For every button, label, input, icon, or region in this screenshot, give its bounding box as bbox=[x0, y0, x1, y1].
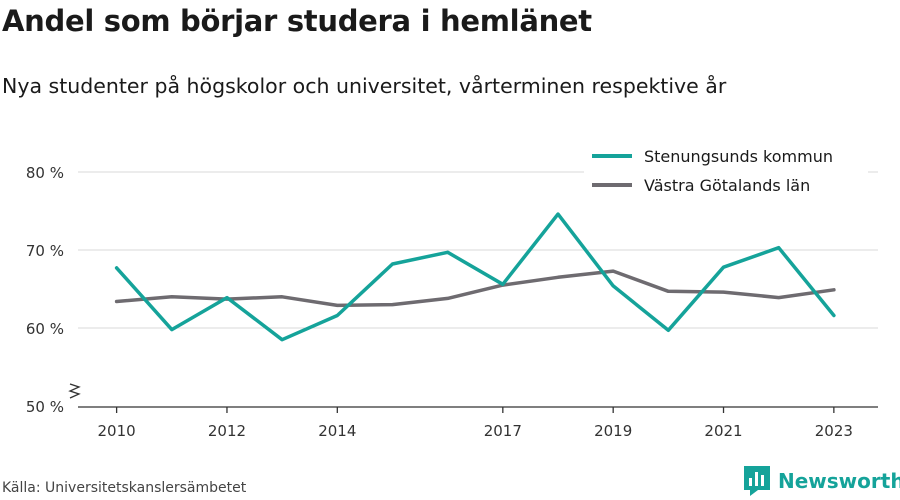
y-tick-label: 50 % bbox=[26, 398, 64, 416]
chart-title: Andel som börjar studera i hemlänet bbox=[2, 4, 592, 38]
source-note: Källa: Universitetskanslersämbetet bbox=[2, 480, 247, 496]
y-tick-label: 60 % bbox=[26, 320, 64, 338]
x-tick-label: 2023 bbox=[815, 422, 853, 440]
chart-subtitle: Nya studenter på högskolor och universit… bbox=[2, 74, 727, 98]
legend: Stenungsunds kommun Västra Götalands län bbox=[584, 142, 868, 200]
x-tick-label: 2014 bbox=[318, 422, 356, 440]
x-tick-label: 2019 bbox=[594, 422, 632, 440]
axis-break-icon bbox=[68, 383, 81, 399]
x-tick-label: 2021 bbox=[704, 422, 742, 440]
brand-name: Newsworthy bbox=[778, 469, 900, 493]
series-line-stenungsund bbox=[114, 212, 836, 342]
series-line-vastra-gotaland bbox=[114, 269, 836, 308]
newsworthy-logo-icon bbox=[744, 466, 770, 496]
y-tick-label: 70 % bbox=[26, 242, 64, 260]
brand-logo[interactable]: Newsworthy bbox=[744, 466, 900, 496]
x-tick-label: 2010 bbox=[98, 422, 136, 440]
legend-label: Stenungsunds kommun bbox=[644, 147, 833, 166]
legend-label: Västra Götalands län bbox=[644, 176, 810, 195]
legend-background bbox=[584, 142, 868, 200]
x-tick-label: 2017 bbox=[484, 422, 522, 440]
y-tick-label: 80 % bbox=[26, 164, 64, 182]
x-tick-label: 2012 bbox=[208, 422, 246, 440]
